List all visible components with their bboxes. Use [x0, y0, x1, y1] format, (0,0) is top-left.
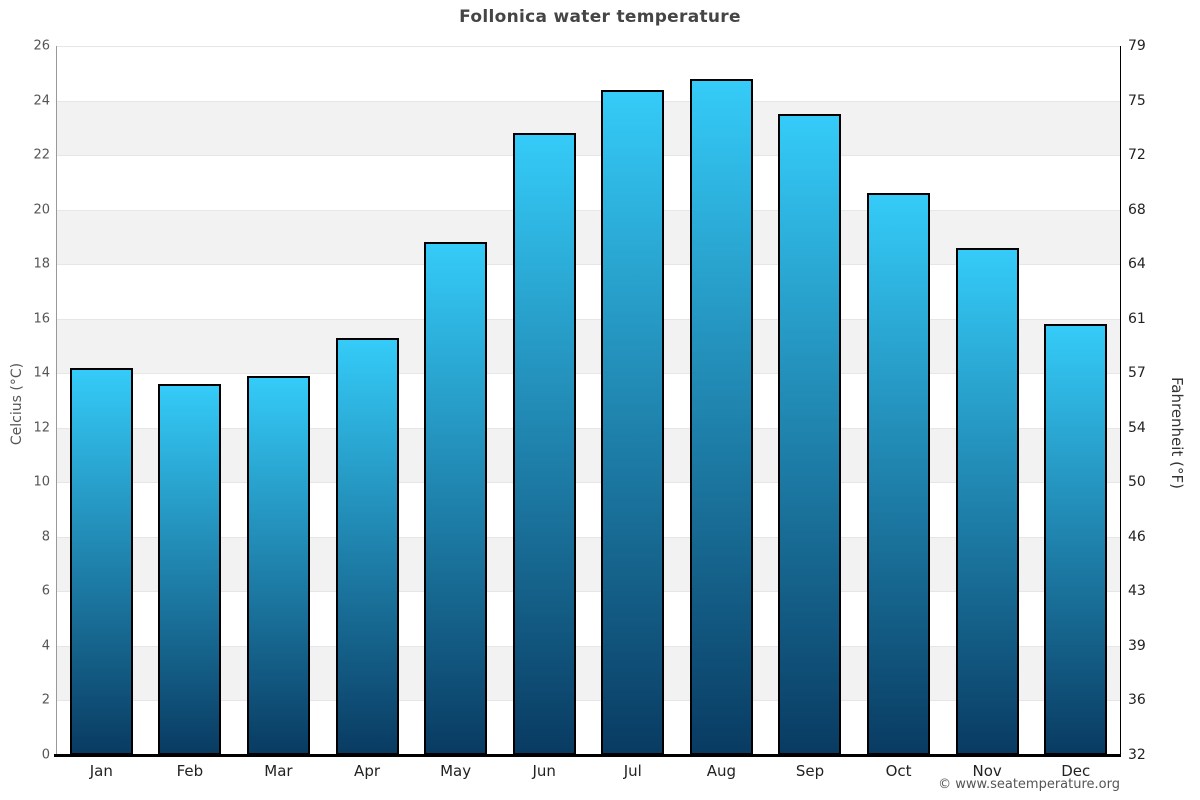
y-axis-tick-celsius: 24: [33, 93, 50, 109]
x-axis-tick-jan: Jan: [89, 762, 113, 780]
temperature-bar-nov: [955, 247, 1019, 755]
y-axis-line-left: [56, 46, 57, 755]
temperature-bar-jun: [512, 133, 576, 755]
y-gridline: [57, 209, 1120, 211]
y-gridline: [57, 264, 1120, 266]
temperature-bar-apr: [335, 337, 399, 755]
temperature-bar-jul: [601, 89, 665, 755]
plot-area: [57, 46, 1120, 755]
y-axis-tick-fahrenheit: 79: [1128, 38, 1146, 54]
x-axis-tick-oct: Oct: [885, 762, 912, 780]
y-gridline: [57, 46, 1120, 47]
x-axis-tick-jul: Jul: [623, 762, 642, 780]
y-axis-tick-fahrenheit: 46: [1128, 528, 1146, 545]
y-axis-label-fahrenheit: Fahrenheit (°F): [1168, 377, 1186, 489]
y-axis-label-celsius: Celcius (°C): [9, 362, 25, 446]
temperature-bar-sep: [778, 114, 842, 755]
x-axis-tick-dec: Dec: [1061, 762, 1091, 780]
y-gridline: [57, 536, 1120, 538]
y-axis-tick-fahrenheit: 39: [1128, 637, 1146, 654]
y-gridline: [57, 100, 1120, 102]
x-axis-tick-feb: Feb: [176, 762, 204, 780]
y-gridline: [57, 427, 1120, 429]
grid-band: [57, 536, 1120, 592]
temperature-bar-oct: [867, 193, 931, 755]
y-gridline: [57, 155, 1120, 157]
copyright-text: © www.seatemperature.org: [938, 777, 1120, 792]
y-gridline: [57, 700, 1120, 702]
y-gridline: [57, 482, 1120, 484]
x-axis-tick-may: May: [440, 762, 472, 780]
x-axis-tick-apr: Apr: [354, 762, 381, 780]
y-axis-tick-celsius: 26: [33, 38, 50, 54]
x-axis-tick-nov: Nov: [972, 762, 1002, 780]
y-gridline: [57, 645, 1120, 647]
x-axis-tick-jun: Jun: [532, 762, 556, 780]
y-gridline: [57, 373, 1120, 375]
y-axis-tick-celsius: 22: [33, 147, 50, 163]
grid-band: [57, 318, 1120, 374]
grid-band: [57, 427, 1120, 483]
y-axis-tick-fahrenheit: 50: [1128, 474, 1146, 491]
temperature-bar-may: [424, 242, 488, 755]
y-axis-tick-celsius: 14: [33, 365, 50, 381]
y-axis-tick-fahrenheit: 57: [1128, 365, 1146, 382]
y-axis-tick-fahrenheit: 32: [1128, 747, 1146, 763]
x-axis-tick-sep: Sep: [795, 762, 825, 780]
y-axis-tick-fahrenheit: 64: [1128, 256, 1146, 273]
x-axis-tick-mar: Mar: [264, 762, 293, 780]
y-axis-tick-celsius: 8: [41, 529, 50, 545]
y-axis-tick-fahrenheit: 68: [1128, 201, 1146, 218]
x-axis-tick-aug: Aug: [706, 762, 737, 780]
y-axis-tick-celsius: 20: [33, 202, 50, 218]
y-axis-tick-celsius: 12: [33, 420, 50, 436]
y-axis-tick-celsius: 6: [41, 583, 50, 599]
y-axis-tick-celsius: 10: [33, 474, 50, 490]
grid-band: [57, 100, 1120, 156]
y-axis-tick-fahrenheit: 54: [1128, 419, 1146, 436]
y-axis-tick-fahrenheit: 43: [1128, 583, 1146, 600]
temperature-bar-dec: [1044, 324, 1108, 755]
y-axis-tick-fahrenheit: 75: [1128, 92, 1146, 109]
chart-title: Follonica water temperature: [459, 7, 741, 27]
y-axis-tick-celsius: 2: [41, 692, 50, 708]
y-axis-line-right: [1120, 46, 1121, 755]
y-axis-tick-celsius: 0: [41, 747, 50, 763]
y-axis-tick-celsius: 16: [33, 311, 50, 327]
temperature-bar-mar: [246, 375, 310, 755]
temperature-bar-feb: [158, 384, 222, 755]
grid-band: [57, 645, 1120, 701]
y-gridline: [57, 318, 1120, 320]
temperature-bar-jan: [69, 367, 133, 755]
y-axis-tick-celsius: 18: [33, 256, 50, 272]
x-axis-line: [54, 754, 1121, 757]
y-axis-tick-fahrenheit: 72: [1128, 147, 1146, 164]
y-axis-tick-celsius: 4: [41, 638, 50, 654]
y-gridline: [57, 591, 1120, 593]
grid-band: [57, 209, 1120, 265]
y-axis-tick-fahrenheit: 61: [1128, 310, 1146, 327]
temperature-bar-aug: [689, 78, 753, 755]
y-axis-tick-fahrenheit: 36: [1128, 692, 1146, 709]
